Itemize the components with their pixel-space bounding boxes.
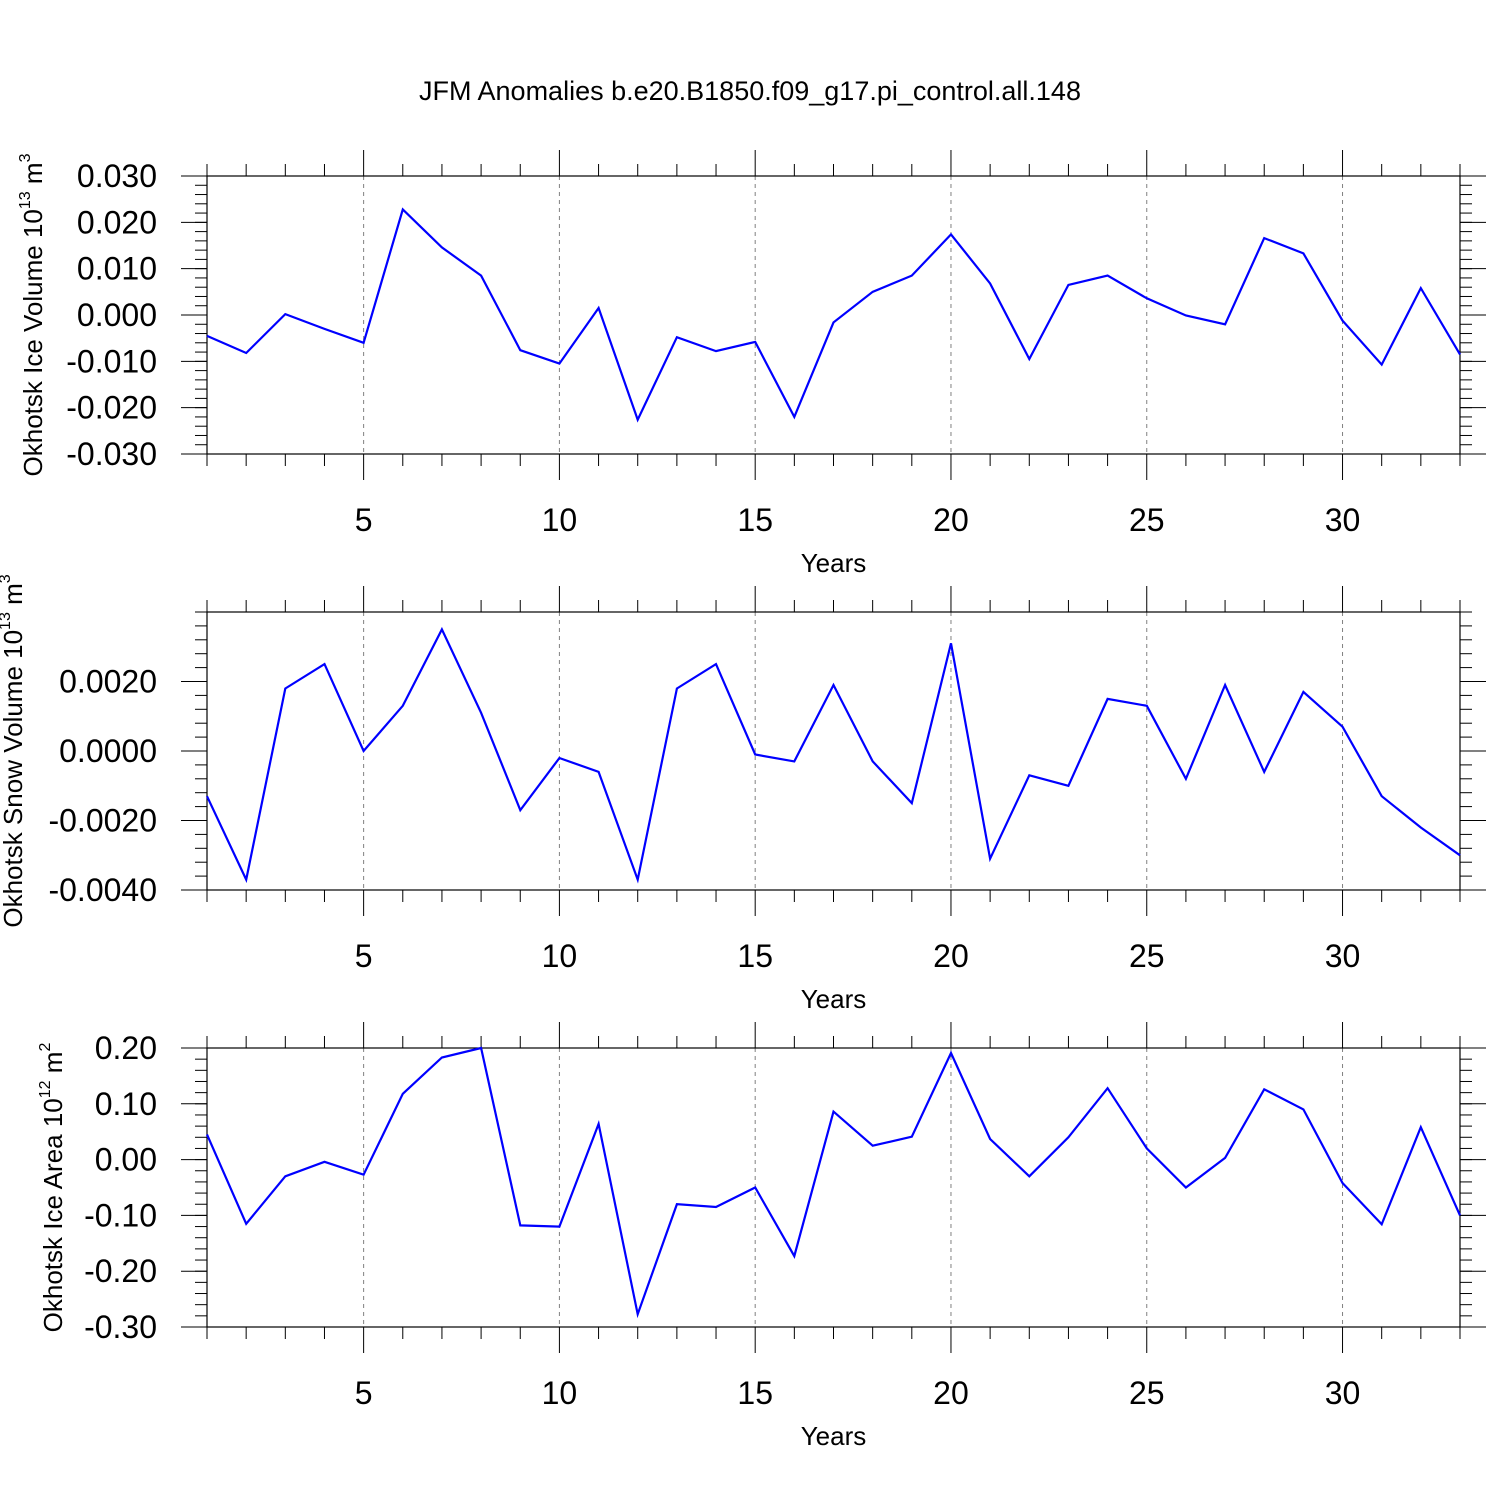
- y-tick-label: 0.10: [95, 1086, 157, 1122]
- y-axis-label-exponent: 13: [0, 612, 14, 630]
- y-axis-label-unit-exponent: 3: [17, 153, 34, 162]
- plot-frame: [206, 1047, 1461, 1328]
- y-axis-label-exponent: 13: [17, 191, 34, 209]
- y-axis-label-unit: m: [18, 162, 48, 191]
- x-tick-label: 30: [1325, 938, 1361, 974]
- y-tick-label: 0.000: [77, 297, 157, 333]
- x-tick-label: 25: [1129, 938, 1165, 974]
- y-tick-label: -0.30: [84, 1309, 157, 1345]
- x-tick-label: 25: [1129, 502, 1165, 538]
- panel-1: -0.030 -0.020 -0.010 0.000 0.010 0.020 0.030 5 1…: [17, 150, 1486, 578]
- plot-frame: [206, 611, 1461, 891]
- y-axis-label: Okhotsk Ice Area 1012 m2: [37, 1043, 68, 1333]
- y-axis-label: Okhotsk Ice Volume 1013 m3: [17, 153, 48, 476]
- y-axis-label-exponent: 12: [37, 1080, 54, 1098]
- y-tick-label: 0.20: [95, 1030, 157, 1066]
- panel-3: -0.30 -0.20 -0.10 0.00 0.10 0.20 5 10 15 20 25 30 Ye…: [37, 1022, 1486, 1451]
- y-tick-label: -0.0020: [48, 803, 157, 839]
- y-tick-label: 0.010: [77, 251, 157, 287]
- x-tick-label: 25: [1129, 1375, 1165, 1411]
- x-tick-label: 30: [1325, 502, 1361, 538]
- y-tick-label: 0.0020: [59, 664, 157, 700]
- panel-2: -0.0040 -0.0020 0.0000 0.0020 5 10 15 20 25 30 Yea…: [0, 574, 1486, 1014]
- x-tick-label: 15: [737, 502, 773, 538]
- x-tick-label: 15: [737, 938, 773, 974]
- series-line: [205, 1046, 1462, 1319]
- x-tick-label: 20: [933, 502, 969, 538]
- x-axis-label: Years: [801, 1421, 867, 1451]
- y-tick-label: -0.20: [84, 1253, 157, 1289]
- y-axis-label-unit: m: [38, 1052, 68, 1081]
- y-axis-label-main: Okhotsk Ice Volume 10: [18, 209, 48, 476]
- y-tick-label: 0.00: [95, 1142, 157, 1178]
- y-tick-label: -0.030: [66, 436, 157, 472]
- y-tick-label: -0.0040: [48, 872, 157, 908]
- y-tick-label: 0.030: [77, 158, 157, 194]
- x-axis-label: Years: [801, 548, 867, 578]
- figure-title: JFM Anomalies b.e20.B1850.f09_g17.pi_con…: [419, 76, 1081, 106]
- y-axis-label-main: Okhotsk Snow Volume 10: [0, 630, 28, 928]
- series-line: [206, 626, 1461, 884]
- panels: -0.030 -0.020 -0.010 0.000 0.010 0.020 0.030 5 1…: [0, 150, 1486, 1451]
- y-axis-label-unit-exponent: 2: [37, 1043, 54, 1052]
- x-tick-label: 10: [542, 938, 578, 974]
- x-axis-label: Years: [801, 984, 867, 1014]
- y-tick-label: -0.010: [66, 343, 157, 379]
- x-tick-label: 30: [1325, 1375, 1361, 1411]
- y-tick-label: 0.0000: [59, 733, 157, 769]
- plot-frame: [206, 175, 1461, 455]
- x-tick-label: 10: [542, 502, 578, 538]
- y-tick-label: -0.10: [84, 1197, 157, 1233]
- x-tick-label: 20: [933, 938, 969, 974]
- x-tick-label: 20: [933, 1375, 969, 1411]
- x-tick-label: 5: [355, 938, 373, 974]
- y-axis-label: Okhotsk Snow Volume 1013 m3: [0, 574, 28, 927]
- x-tick-label: 10: [542, 1375, 578, 1411]
- x-tick-label: 5: [355, 1375, 373, 1411]
- y-tick-label: 0.020: [77, 204, 157, 240]
- x-tick-label: 15: [737, 1375, 773, 1411]
- y-axis-label-main: Okhotsk Ice Area 10: [38, 1098, 68, 1332]
- series-line: [206, 207, 1461, 423]
- y-axis-label-unit: m: [0, 583, 28, 612]
- x-tick-label: 5: [355, 502, 373, 538]
- y-tick-label: -0.020: [66, 390, 157, 426]
- y-axis-label-unit-exponent: 3: [0, 574, 14, 583]
